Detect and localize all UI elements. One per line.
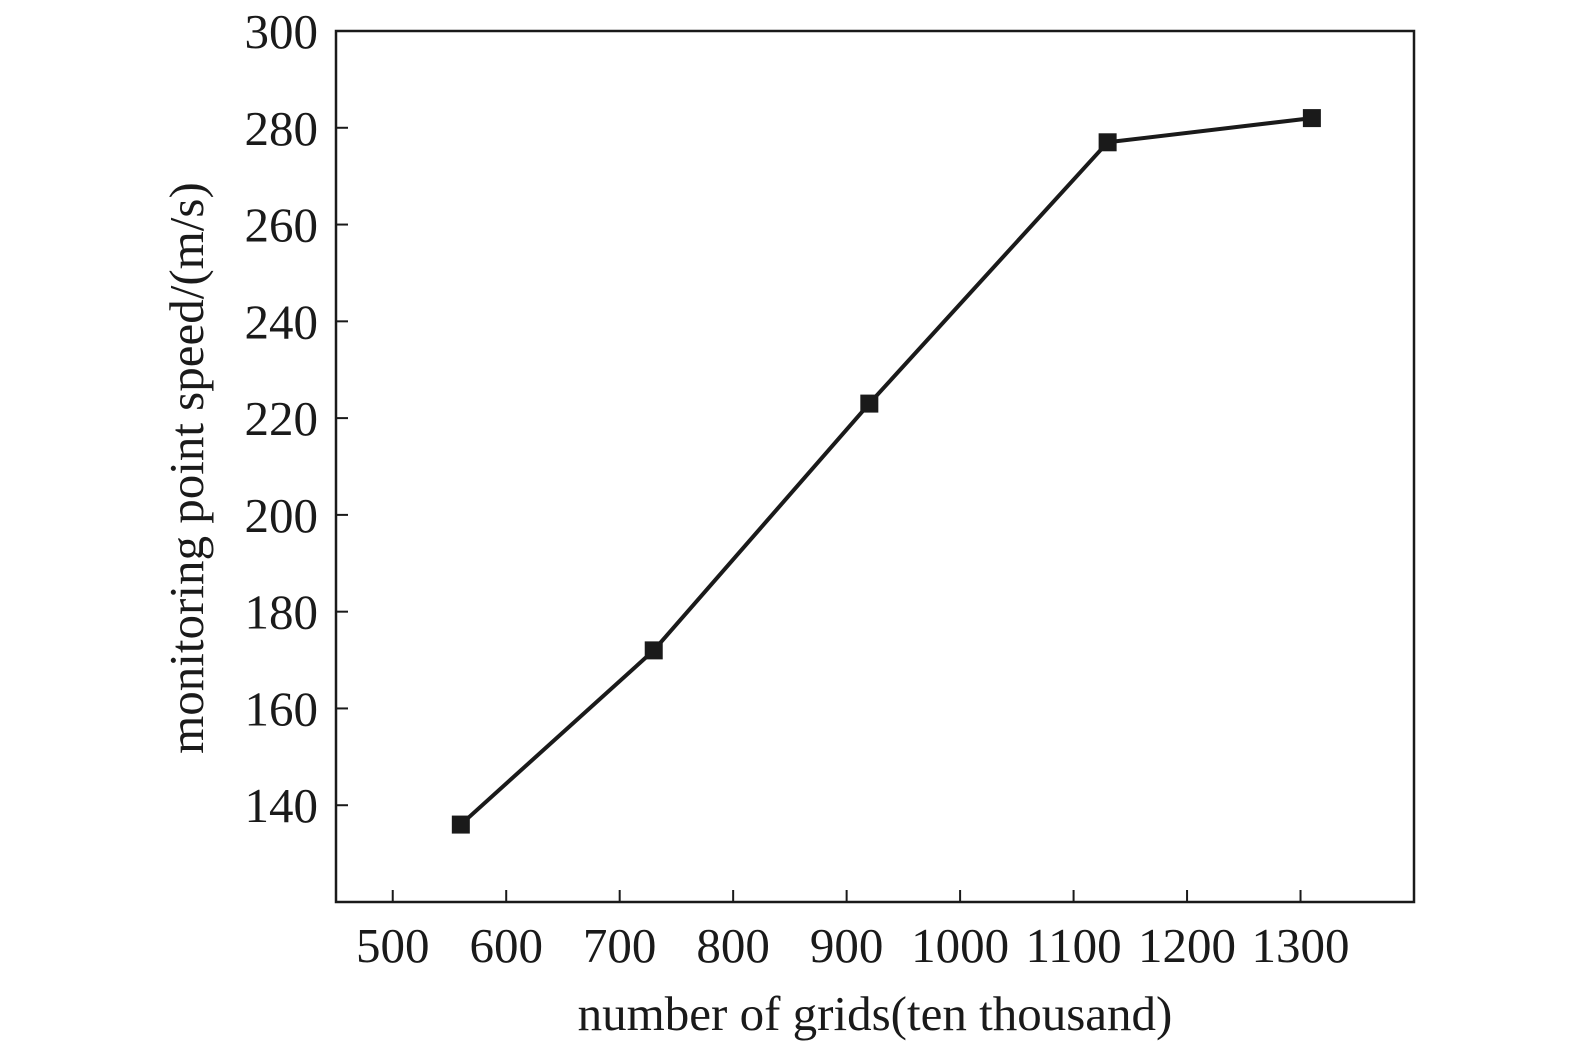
x-tick-label: 1200 (1138, 918, 1236, 973)
x-tick-label: 700 (583, 918, 657, 973)
data-point-marker (451, 815, 470, 834)
x-tick-label: 500 (356, 918, 430, 973)
data-point-marker (1302, 109, 1321, 128)
x-tick-label: 1000 (911, 918, 1009, 973)
y-tick-label: 220 (245, 391, 319, 446)
y-tick-label: 180 (245, 585, 319, 640)
y-tick-label: 200 (245, 488, 319, 543)
y-tick-label: 260 (245, 198, 319, 253)
axes: 500 600 700 800 900 1000 1100 1200 1300 140 160 180… (245, 4, 1416, 973)
data-point-marker (644, 641, 663, 660)
plot-frame (334, 29, 1416, 904)
x-tick-label: 1100 (1025, 918, 1121, 973)
x-tick-label: 1300 (1252, 918, 1350, 973)
y-tick-label: 160 (245, 681, 319, 736)
x-tick-label: 800 (696, 918, 770, 973)
y-tick-label: 240 (245, 294, 319, 349)
x-axis-title: number of grids(ten thousand) (578, 986, 1173, 1041)
data-point-marker (860, 394, 879, 413)
y-axis-title: monitoring point speed/(m/s) (159, 182, 214, 754)
series-layer (451, 109, 1321, 834)
x-tick-label: 600 (469, 918, 543, 973)
series-line (459, 116, 1313, 827)
x-tick-label: 900 (810, 918, 884, 973)
y-tick-label: 280 (245, 101, 319, 156)
data-point-marker (1098, 133, 1117, 152)
y-tick-label: 140 (245, 778, 319, 833)
y-tick-label: 300 (245, 4, 319, 59)
